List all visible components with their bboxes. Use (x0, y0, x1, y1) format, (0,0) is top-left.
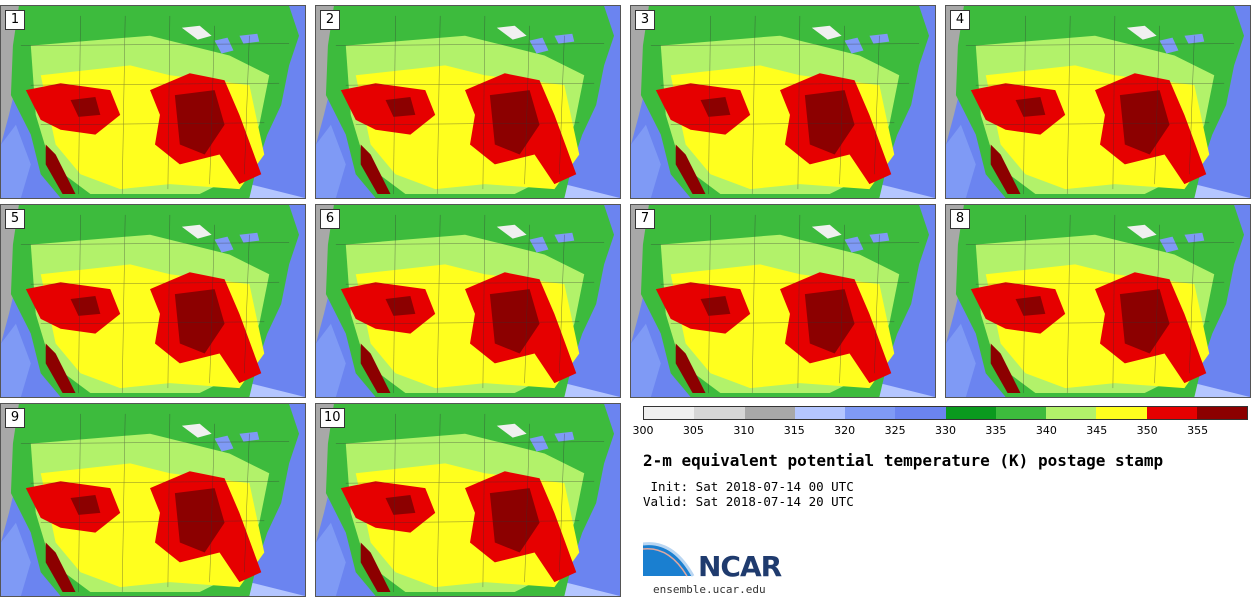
stamp-member-label: 5 (5, 209, 25, 229)
map-image (946, 6, 1250, 198)
stamp-member-label: 10 (320, 408, 345, 428)
map-stamp[interactable]: 9 (0, 403, 306, 597)
plot-title: 2-m equivalent potential temperature (K)… (643, 451, 1164, 470)
colorbar-swatch (1046, 407, 1097, 419)
map-stamp[interactable]: 5 (0, 204, 306, 398)
colorbar-ticks: 300 305 310 315 320 325 330 335 340 345 350 355 (633, 424, 1248, 438)
colorbar-tick-label: 325 (884, 424, 906, 437)
colorbar-swatch (945, 407, 996, 419)
map-stamp[interactable]: 3 (630, 5, 936, 199)
colorbar-swatch (744, 407, 795, 419)
colorbar-tick-label: 345 (1086, 424, 1108, 437)
ncar-logo-icon (643, 542, 695, 577)
stamp-member-label: 3 (635, 10, 655, 30)
colorbar-tick-label: 340 (1035, 424, 1057, 437)
stamp-member-label: 7 (635, 209, 655, 229)
map-image (1, 6, 305, 198)
init-time: Init: Sat 2018-07-14 00 UTC (643, 479, 854, 494)
colorbar-tick-label: 320 (834, 424, 856, 437)
colorbar-tick-label: 315 (783, 424, 805, 437)
map-stamp[interactable]: 8 (945, 204, 1251, 398)
logo-text: NCAR (698, 550, 782, 583)
stamp-member-label: 6 (320, 209, 340, 229)
colorbar-tick-label: 305 (682, 424, 704, 437)
map-image (316, 404, 620, 596)
colorbar-swatch (895, 407, 946, 419)
stamp-member-label: 9 (5, 408, 25, 428)
colorbar-swatch (1196, 407, 1247, 419)
map-image (631, 6, 935, 198)
colorbar-tick-label: 335 (985, 424, 1007, 437)
stamp-member-label: 4 (950, 10, 970, 30)
map-image (1, 404, 305, 596)
map-stamp[interactable]: 6 (315, 204, 621, 398)
colorbar-swatch (1096, 407, 1147, 419)
map-stamp[interactable]: 1 (0, 5, 306, 199)
valid-time: Valid: Sat 2018-07-14 20 UTC (643, 494, 854, 509)
stamp-member-label: 2 (320, 10, 340, 30)
colorbar-swatch (995, 407, 1046, 419)
map-image (316, 6, 620, 198)
colorbar-swatch (1146, 407, 1197, 419)
source-url[interactable]: ensemble.ucar.edu (653, 583, 766, 596)
stamp-member-label: 1 (5, 10, 25, 30)
colorbar-tick-label: 355 (1187, 424, 1209, 437)
colorbar-tick-label: 350 (1136, 424, 1158, 437)
map-stamp[interactable]: 7 (630, 204, 936, 398)
map-image (1, 205, 305, 397)
map-image (631, 205, 935, 397)
stamp-member-label: 8 (950, 209, 970, 229)
map-image (316, 205, 620, 397)
colorbar (643, 406, 1248, 420)
colorbar-tick-label: 300 (632, 424, 654, 437)
map-stamp[interactable]: 2 (315, 5, 621, 199)
colorbar-swatch (644, 407, 695, 419)
map-stamp[interactable]: 10 (315, 403, 621, 597)
map-stamp[interactable]: 4 (945, 5, 1251, 199)
map-image (946, 205, 1250, 397)
colorbar-swatch (694, 407, 745, 419)
colorbar-tick-label: 330 (935, 424, 956, 437)
colorbar-tick-label: 310 (733, 424, 755, 437)
colorbar-swatch (794, 407, 845, 419)
colorbar-swatch (845, 407, 896, 419)
